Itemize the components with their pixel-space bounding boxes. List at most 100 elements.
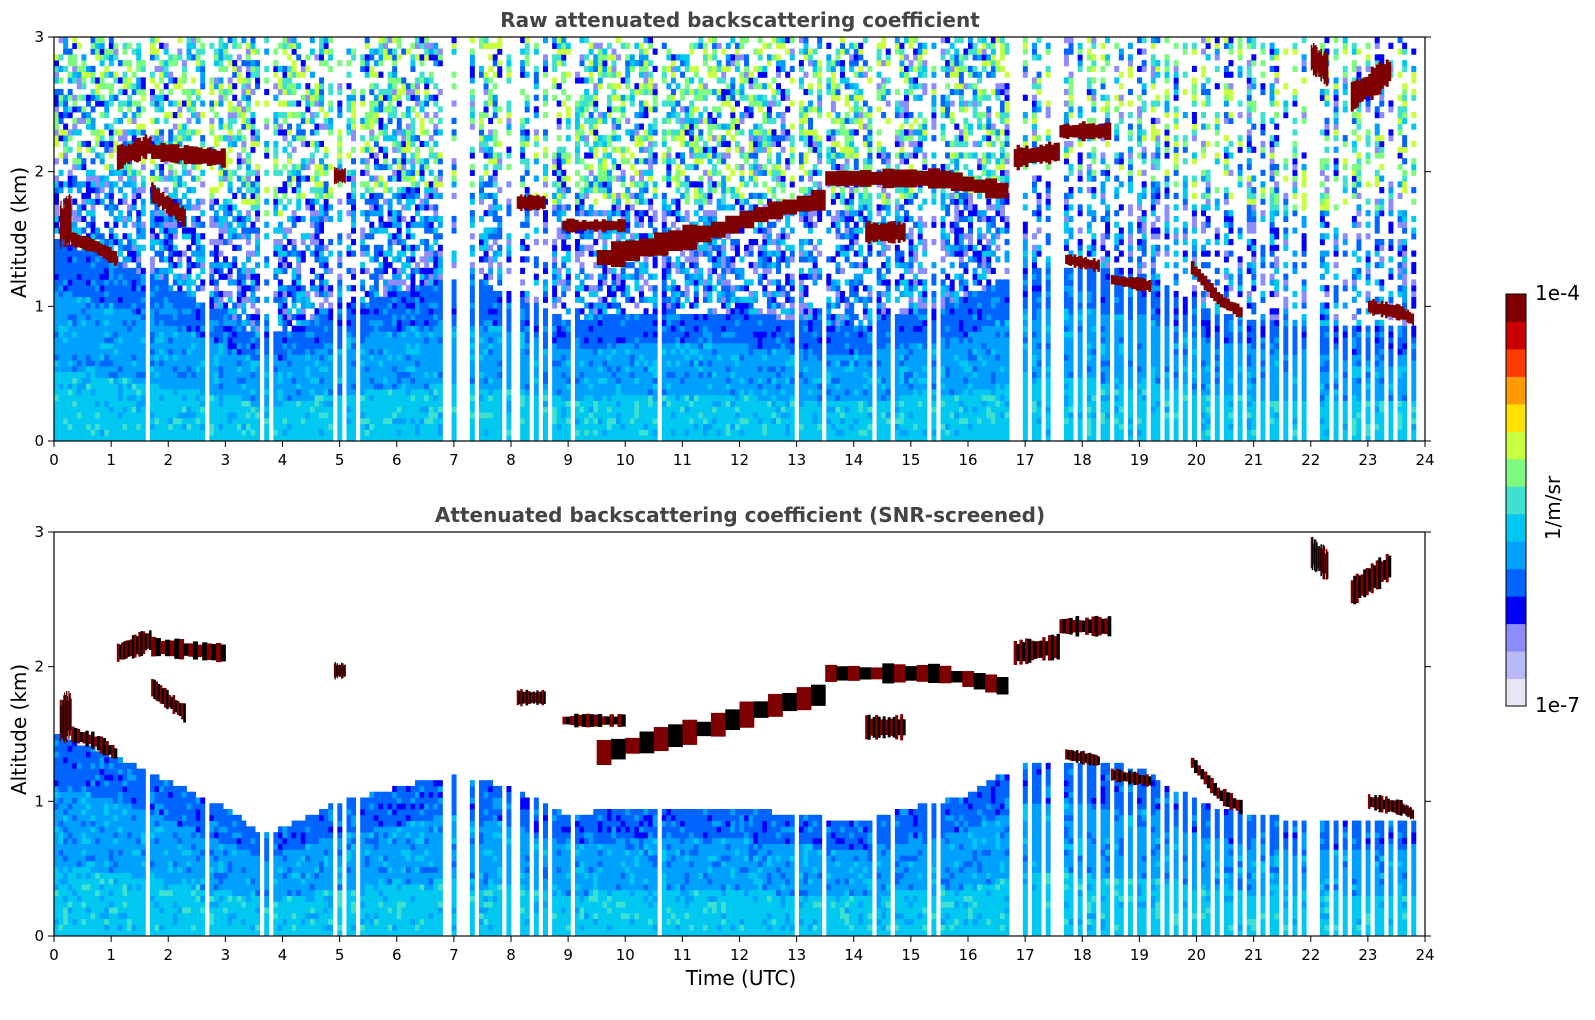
heatmap-cell	[401, 163, 407, 171]
heatmap-cell	[195, 285, 201, 292]
heatmap-cell	[351, 365, 357, 373]
heatmap-cell	[579, 365, 585, 373]
heatmap-cell	[437, 319, 443, 326]
heatmap-cell	[300, 325, 306, 332]
heatmap-cell	[451, 389, 457, 396]
heatmap-cell	[95, 54, 101, 61]
heatmap-cell	[524, 325, 530, 332]
heatmap-cell	[387, 279, 393, 286]
heatmap-cell	[369, 54, 375, 61]
heatmap-cell	[364, 377, 370, 384]
heatmap-cell	[95, 181, 101, 188]
heatmap-cell	[387, 435, 393, 442]
heatmap-cell	[149, 406, 155, 413]
heatmap-cell	[506, 123, 512, 130]
heatmap-cell	[378, 129, 384, 136]
heatmap-cell	[177, 54, 183, 61]
heatmap-cell	[506, 256, 512, 263]
heatmap-cell	[168, 129, 174, 136]
heatmap-cell	[428, 331, 434, 338]
heatmap-cell	[524, 94, 530, 101]
heatmap-cell	[533, 383, 539, 390]
heatmap-cell	[323, 267, 329, 275]
heatmap-cell	[309, 325, 315, 332]
heatmap-cell	[415, 94, 420, 101]
heatmap-cell	[360, 377, 366, 384]
heatmap-cell	[99, 267, 105, 275]
heatmap-cell	[492, 54, 498, 61]
heatmap-cell	[163, 383, 169, 390]
heatmap-cell	[287, 435, 293, 442]
heatmap-cell	[287, 227, 293, 234]
heatmap-cell	[360, 285, 366, 292]
heatmap-cell	[488, 262, 494, 269]
heatmap-cell	[405, 169, 411, 176]
heatmap-cell	[561, 233, 567, 240]
heatmap-cell	[181, 325, 187, 332]
heatmap-cell	[533, 112, 539, 119]
heatmap-cell	[122, 198, 128, 205]
heatmap-cell	[287, 181, 293, 188]
heatmap-cell	[524, 158, 530, 165]
heatmap-cell	[469, 152, 475, 159]
heatmap-cell	[579, 112, 585, 119]
heatmap-cell	[296, 192, 302, 199]
heatmap-cell	[195, 319, 201, 326]
heatmap-cell	[159, 106, 165, 113]
heatmap-cell	[140, 354, 146, 361]
heatmap-cell	[223, 210, 229, 217]
heatmap-cell	[227, 371, 233, 378]
heatmap-cell	[419, 129, 425, 136]
heatmap-cell	[396, 290, 402, 298]
heatmap-cell	[401, 187, 407, 194]
heatmap-cell	[117, 296, 123, 303]
heatmap-cell	[108, 383, 114, 390]
heatmap-cell	[76, 417, 82, 425]
heatmap-cell	[574, 383, 580, 390]
heatmap-cell	[90, 354, 96, 361]
heatmap-cell	[67, 244, 73, 251]
heatmap-cell	[369, 354, 375, 361]
heatmap-cell	[415, 429, 420, 436]
heatmap-cell	[227, 187, 233, 194]
heatmap-cell	[277, 210, 283, 217]
heatmap-cell	[241, 348, 247, 355]
heatmap-cell	[81, 290, 87, 298]
heatmap-cell	[451, 181, 457, 188]
heatmap-cell	[168, 250, 174, 257]
heatmap-cell	[273, 227, 279, 234]
heatmap-cell	[291, 267, 297, 275]
heatmap-cell	[520, 37, 526, 44]
heatmap-cell	[127, 389, 133, 396]
heatmap-cell	[277, 354, 283, 361]
heatmap-cell	[410, 123, 416, 130]
heatmap-cell	[483, 112, 489, 119]
heatmap-cell	[378, 123, 384, 130]
heatmap-cell	[85, 71, 91, 78]
heatmap-cell	[136, 360, 142, 367]
heatmap-cell	[108, 400, 114, 407]
heatmap-cell	[122, 371, 128, 378]
heatmap-cell	[428, 117, 434, 124]
heatmap-cell	[396, 285, 402, 292]
heatmap-cell	[227, 123, 233, 130]
heatmap-cell	[309, 435, 315, 442]
heatmap-cell	[191, 239, 197, 246]
heatmap-cell	[245, 314, 251, 321]
heatmap-cell	[90, 198, 96, 205]
heatmap-cell	[373, 163, 379, 171]
heatmap-cell	[387, 285, 393, 292]
heatmap-cell	[90, 227, 96, 234]
heatmap-cell	[172, 198, 178, 205]
heatmap-cell	[168, 377, 174, 384]
heatmap-cell	[232, 337, 238, 344]
heatmap-cell	[113, 429, 119, 436]
heatmap-cell	[85, 331, 91, 338]
heatmap-cell	[58, 65, 64, 73]
heatmap-cell	[213, 417, 219, 425]
heatmap-cell	[186, 383, 192, 390]
heatmap-cell	[250, 181, 256, 188]
heatmap-cell	[250, 348, 256, 355]
heatmap-cell	[542, 331, 548, 338]
heatmap-cell	[314, 94, 320, 101]
